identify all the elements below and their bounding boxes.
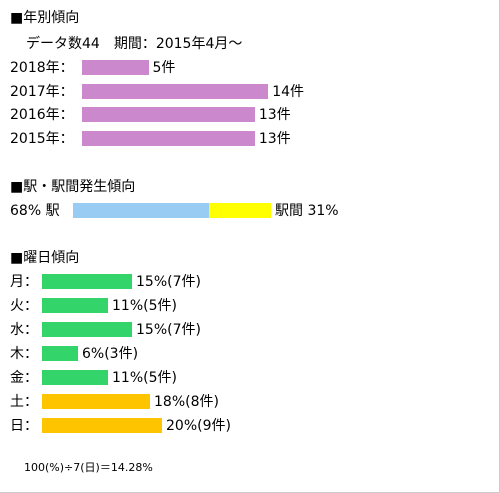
row-label: 日： bbox=[10, 418, 38, 434]
value-label: 13件 bbox=[258, 130, 291, 147]
bar bbox=[42, 322, 132, 337]
row-label: 駅間 31% bbox=[275, 203, 339, 219]
value-label: 13件 bbox=[258, 107, 291, 123]
bar bbox=[82, 107, 255, 122]
value-label: 5件 bbox=[152, 60, 176, 76]
value-label: 15%(7件) bbox=[136, 274, 201, 290]
value-label: 6%(3件) bbox=[82, 346, 139, 362]
bar bbox=[82, 60, 149, 75]
weekday-title: ■曜日傾向 bbox=[10, 250, 80, 266]
bar bbox=[42, 346, 78, 361]
year-subtitle: データ数44 期間：2015年4月～ bbox=[26, 36, 243, 52]
row-label: 水： bbox=[10, 322, 38, 338]
row-label: 木： bbox=[10, 346, 38, 362]
row-label: 68% 駅 bbox=[10, 203, 60, 219]
bar bbox=[42, 418, 162, 433]
value-label: 14件 bbox=[272, 83, 305, 100]
row-label: 月： bbox=[10, 274, 38, 290]
row-label: 2016年： bbox=[10, 107, 74, 123]
bar bbox=[73, 203, 209, 218]
row-label: 土： bbox=[10, 394, 38, 410]
row-label: 金： bbox=[10, 370, 38, 386]
year-title: ■年別傾向 bbox=[10, 10, 80, 26]
bar bbox=[209, 203, 271, 218]
row-label: 火： bbox=[10, 298, 38, 314]
bar bbox=[42, 394, 150, 409]
row-label: 2015年： bbox=[10, 130, 74, 147]
value-label: 20%(9件) bbox=[166, 418, 231, 434]
bar bbox=[42, 298, 108, 313]
value-label: 18%(8件) bbox=[154, 394, 219, 410]
value-label: 11%(5件) bbox=[112, 298, 177, 314]
row-label: 2017年： bbox=[10, 83, 74, 100]
weekday-note: 100(%)÷7(日)＝14.28% bbox=[24, 461, 153, 474]
row-label: 2018年： bbox=[10, 60, 74, 76]
value-label: 11%(5件) bbox=[112, 370, 177, 386]
bar bbox=[42, 274, 132, 289]
station-title: ■駅・駅間発生傾向 bbox=[10, 179, 136, 195]
bar bbox=[82, 83, 269, 99]
bar bbox=[82, 130, 255, 146]
bar bbox=[42, 370, 108, 385]
value-label: 15%(7件) bbox=[136, 322, 201, 338]
